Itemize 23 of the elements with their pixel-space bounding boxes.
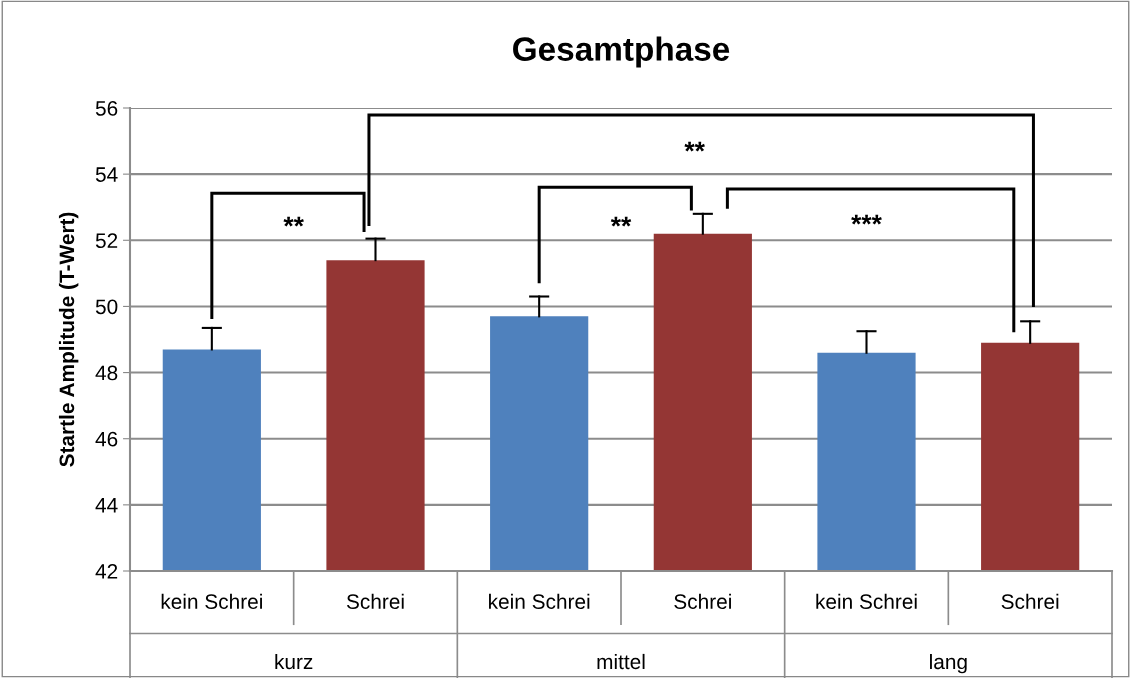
y-tick-label: 50: [95, 299, 118, 315]
y-tick-label: 54: [95, 167, 118, 182]
y-tick-label: 48: [95, 365, 118, 381]
y-tick-label: 44: [95, 498, 118, 513]
text: mittel: [597, 653, 645, 670]
y-tick-label: 42: [95, 564, 118, 579]
x-tick-label: Schrei: [674, 593, 731, 609]
x-tick-label: kein Schrei: [489, 593, 590, 609]
y-axis-title: Startle Amplitude (T-Wert): [58, 212, 79, 467]
text: lang: [930, 653, 967, 674]
y-tick-label: 56: [95, 101, 118, 116]
y-tick-label: 52: [95, 233, 118, 249]
y-tick-label: 46: [95, 431, 118, 447]
annotation: **: [610, 216, 632, 227]
x-tick-label: Schrei: [1001, 593, 1059, 609]
chart-title: Gesamtphase: [513, 36, 730, 68]
x-tick-label: kein Schrei: [161, 593, 262, 609]
x-tick-label: kein Schrei: [816, 593, 917, 609]
annotation: **: [283, 216, 304, 227]
annotation: ***: [851, 214, 882, 225]
x-tick-label: Schrei: [346, 593, 404, 609]
annotation: **: [684, 141, 705, 152]
text: kurz: [275, 653, 313, 670]
